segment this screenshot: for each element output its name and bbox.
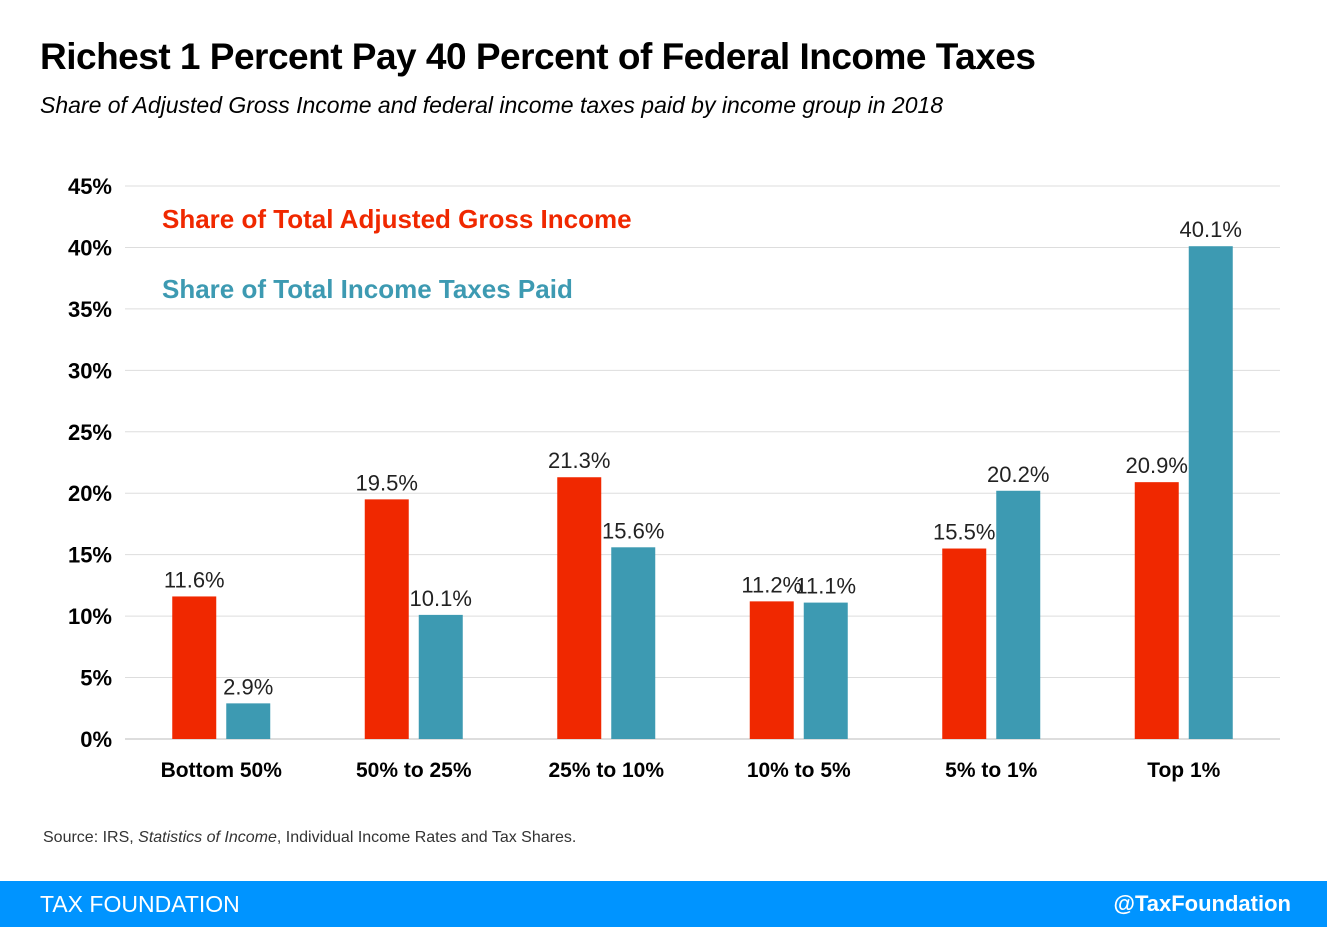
agi-data-label: 20.9%	[1126, 453, 1188, 478]
y-tick-label: 25%	[68, 420, 112, 445]
agi-data-label: 19.5%	[356, 470, 418, 495]
x-category-label: 25% to 10%	[548, 759, 664, 782]
taxes-data-label: 40.1%	[1180, 217, 1242, 242]
taxes-bar	[996, 491, 1040, 739]
footer-brand: TAX FOUNDATION	[40, 891, 240, 918]
agi-data-label: 21.3%	[548, 448, 610, 473]
footer-bar: TAX FOUNDATION @TaxFoundation	[0, 881, 1327, 927]
agi-bar	[942, 549, 986, 739]
taxes-bar	[1189, 246, 1233, 739]
source-prefix: Source: IRS,	[43, 829, 138, 846]
y-tick-label: 0%	[80, 727, 112, 752]
x-category-label: 10% to 5%	[747, 759, 851, 782]
taxes-bar	[611, 547, 655, 739]
y-tick-label: 35%	[68, 297, 112, 322]
x-category-label: Top 1%	[1147, 759, 1220, 782]
legend-agi: Share of Total Adjusted Gross Income	[162, 204, 632, 234]
agi-bar	[1135, 482, 1179, 739]
agi-bar	[172, 596, 216, 739]
taxes-data-label: 2.9%	[223, 674, 273, 699]
agi-bar	[557, 477, 601, 739]
x-category-label: 50% to 25%	[356, 759, 472, 782]
bar-chart: 0% 5% 10% 15% 20% 25% 30% 35% 40% 45% 11.6% 2.9% Bot…	[0, 0, 1327, 870]
footer-handle: @TaxFoundation	[1114, 891, 1291, 917]
source-italic: Statistics of Income	[138, 829, 277, 846]
y-tick-label: 5%	[80, 666, 112, 691]
y-tick-label: 30%	[68, 358, 112, 383]
y-tick-label: 10%	[68, 604, 112, 629]
x-category-label: Bottom 50%	[161, 759, 283, 782]
agi-data-label: 15.5%	[933, 520, 995, 545]
source-suffix: , Individual Income Rates and Tax Shares…	[277, 829, 576, 846]
taxes-bar	[419, 615, 463, 739]
taxes-data-label: 10.1%	[410, 586, 472, 611]
taxes-data-label: 20.2%	[987, 462, 1049, 487]
taxes-data-label: 15.6%	[602, 518, 664, 543]
y-tick-label: 15%	[68, 543, 112, 568]
taxes-data-label: 11.1%	[795, 574, 856, 599]
agi-bar	[365, 499, 409, 739]
x-category-label: 5% to 1%	[945, 759, 1038, 782]
y-tick-label: 40%	[68, 235, 112, 260]
legend-taxes: Share of Total Income Taxes Paid	[162, 274, 573, 304]
agi-data-label: 11.6%	[164, 567, 225, 592]
taxes-bar	[226, 703, 270, 739]
y-tick-label: 45%	[68, 174, 112, 199]
y-tick-label: 20%	[68, 481, 112, 506]
source-note: Source: IRS, Statistics of Income, Indiv…	[43, 829, 576, 847]
taxes-bar	[804, 603, 848, 739]
agi-data-label: 11.2%	[741, 572, 802, 597]
agi-bar	[750, 601, 794, 739]
